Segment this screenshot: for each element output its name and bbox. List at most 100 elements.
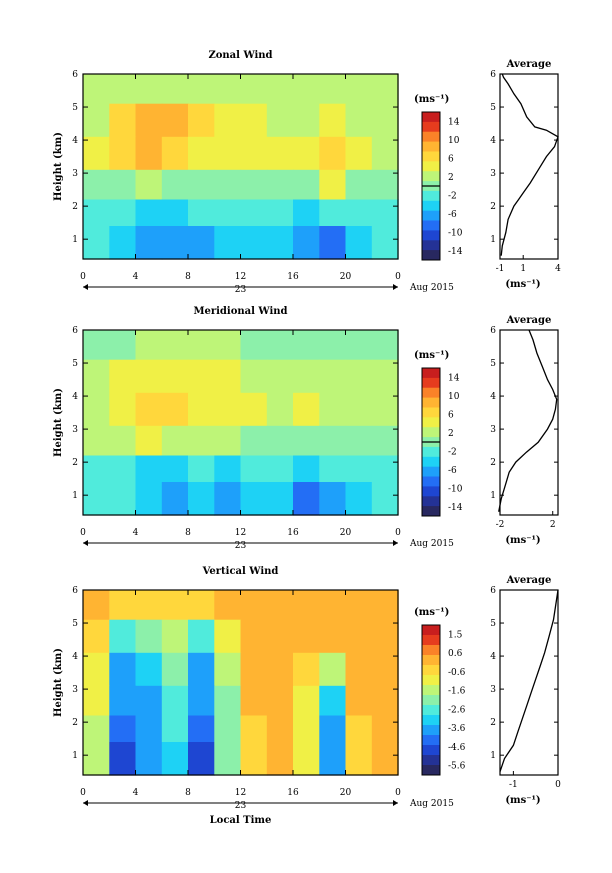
colorbar-tick-label: 10 (448, 136, 460, 146)
heatmap-cell (214, 742, 242, 776)
heatmap-cell (214, 590, 242, 621)
heatmap-cell (319, 619, 347, 654)
heatmap-cell (240, 392, 268, 427)
heatmap-cell (135, 455, 163, 483)
colorbar-swatch (422, 190, 440, 202)
heatmap-cell (135, 652, 163, 687)
profile-y-tick-label: 3 (490, 169, 496, 179)
heatmap-cell (161, 199, 189, 227)
heatmap-cell (319, 482, 347, 516)
profile-y-tick-label: 6 (490, 326, 496, 336)
heatmap-cell (83, 742, 110, 776)
x-tick-label: 4 (133, 528, 139, 538)
profile-y-tick-label: 5 (490, 619, 496, 629)
heatmap-cell (109, 330, 137, 361)
heatmap-cell (371, 359, 399, 394)
heatmap-cell (266, 103, 294, 138)
heatmap-cell (109, 652, 137, 687)
heatmap-cell (371, 169, 399, 201)
heatmap-cell (135, 685, 163, 717)
heatmap-cell (293, 136, 320, 171)
day-span-arrow-right (393, 540, 398, 546)
heatmap-cell (240, 226, 268, 260)
colorbar-swatch (422, 645, 440, 656)
colorbar-tick-label: 6 (448, 154, 454, 164)
colorbar-swatch (422, 407, 440, 418)
day-span-arrow-left (83, 284, 88, 290)
colorbar-tick-label: -2 (448, 191, 457, 201)
y-tick-label: 6 (72, 70, 78, 80)
colorbar-swatch (422, 665, 440, 676)
heatmap-cell (188, 103, 215, 138)
profile-y-tick-label: 2 (490, 202, 496, 212)
colorbar-tick-label: -10 (448, 484, 463, 494)
profile-y-tick-label: 5 (490, 359, 496, 369)
colorbar-tick-label: -5.6 (448, 762, 466, 772)
heatmap-cell (109, 169, 137, 201)
heatmap-cell (319, 425, 347, 457)
heatmap-cell (214, 103, 242, 138)
heatmap-cell (371, 590, 399, 621)
heatmap-cell (109, 482, 137, 516)
y-tick-label: 6 (72, 326, 78, 336)
heatmap-cell (293, 455, 320, 483)
heatmap-cell (345, 425, 373, 457)
heatmap-cell (266, 619, 294, 654)
heatmap-cell (371, 455, 399, 483)
heatmap-cell (266, 392, 294, 427)
heatmap-cell (345, 619, 373, 654)
colorbar-swatch (422, 210, 440, 222)
heatmap-cell (293, 199, 320, 227)
heatmap-cell (266, 136, 294, 171)
heatmap-cell (214, 482, 242, 516)
profile-x-tick-label: -2 (496, 520, 505, 530)
heatmap-cell (135, 359, 163, 394)
heatmap-cell (135, 742, 163, 776)
heatmap-cell (83, 330, 110, 361)
panel-title: Vertical Wind (202, 566, 279, 577)
heatmap-cell (266, 685, 294, 717)
x-tick-label: 8 (185, 272, 191, 282)
heatmap-cell (83, 685, 110, 717)
profile-y-tick-label: 4 (490, 136, 496, 146)
heatmap-cell (371, 226, 399, 260)
heatmap-cell (345, 226, 373, 260)
x-tick-label: 20 (340, 528, 352, 538)
heatmap-cell (240, 455, 268, 483)
heatmap-cell (371, 742, 399, 776)
colorbar-swatch (422, 675, 440, 686)
colorbar-swatch (422, 387, 440, 399)
heatmap-cell (240, 169, 268, 201)
heatmap-cell (161, 590, 189, 621)
heatmap-cell (319, 685, 347, 717)
y-tick-label: 1 (72, 491, 78, 501)
y-axis-label: Height (km) (53, 648, 64, 717)
heatmap-cell (345, 715, 373, 743)
heatmap-cell (240, 685, 268, 717)
heatmap-cell (345, 136, 373, 171)
heatmap-cell (135, 169, 163, 201)
heatmap-cell (345, 359, 373, 394)
x-tick-label: 0 (395, 788, 401, 798)
heatmap-cell (266, 590, 294, 621)
x-tick-label: 12 (235, 272, 246, 282)
heatmap-cell (161, 742, 189, 776)
heatmap-cell (188, 330, 215, 361)
colorbar-tick-label: 14 (448, 373, 460, 383)
heatmap-cell (109, 199, 137, 227)
heatmap-cell (188, 742, 215, 776)
heatmap-cell (293, 425, 320, 457)
heatmap-cell (188, 482, 215, 516)
heatmap-cell (135, 136, 163, 171)
heatmap-cell (161, 482, 189, 516)
profile-plot: Average 1 2 3 4 5 6 -1 1 4 (ms⁻¹) (490, 59, 561, 290)
colorbar-tick-label: -14 (448, 503, 463, 513)
heatmap-cell (266, 742, 294, 776)
heatmap-cell (240, 715, 268, 743)
colorbar-swatch (422, 685, 440, 696)
profile-x-tick-label: -1 (509, 780, 518, 790)
heatmap-cell (371, 482, 399, 516)
colorbar-tick-label: 2 (448, 173, 454, 183)
